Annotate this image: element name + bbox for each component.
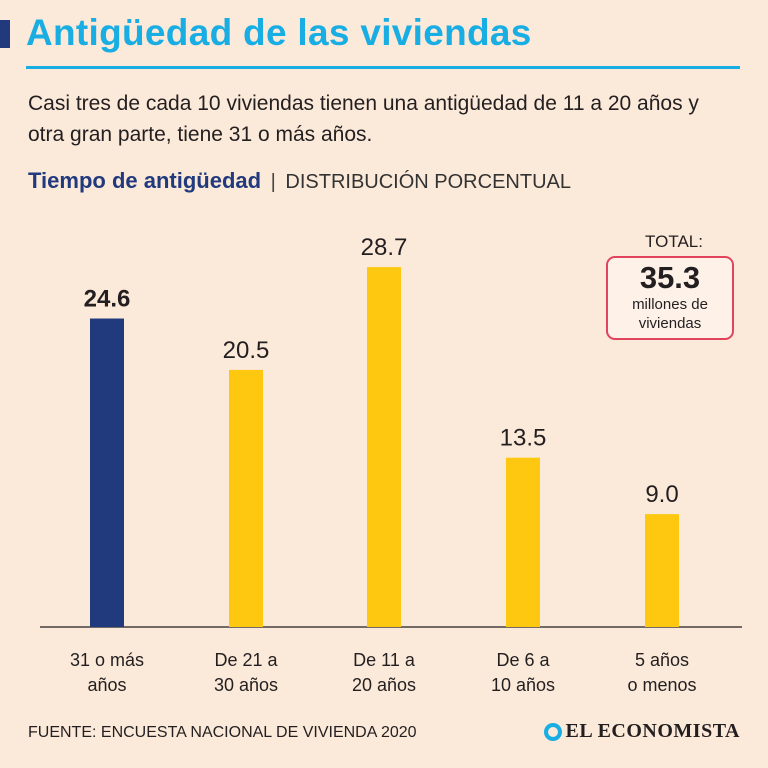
category-label-5-line-1: 5 años [635, 650, 689, 670]
brand-logo: EL ECONOMISTA [543, 720, 741, 743]
title-accent-mark [0, 20, 10, 48]
chart-subtitle: DISTRIBUCIÓN PORCENTUAL [285, 171, 571, 193]
bar-chart: 24.6 31 o más años 20.5 De 21 a 30 años 28.7 De… [40, 234, 742, 695]
bar-value-label-3: 28.7 [361, 234, 408, 261]
category-label-3-line-1: De 11 a [353, 650, 416, 670]
category-label-4-line-2: 10 años [491, 675, 555, 695]
brand-name: EL ECONOMISTA [565, 720, 740, 742]
chart-heading-separator: | [270, 171, 276, 193]
bar-group: 24.6 31 o más años 20.5 De 21 a 30 años 28.7 De… [70, 234, 697, 695]
page-subtitle: Casi tres de cada 10 viviendas tienen un… [28, 92, 699, 146]
bar-value-label-5: 9.0 [645, 481, 678, 508]
footer-source: FUENTE: ENCUESTA NACIONAL DE VIVIENDA 20… [28, 724, 417, 741]
bar-3 [367, 267, 401, 627]
total-label: TOTAL: [645, 232, 703, 251]
title-divider [26, 66, 740, 69]
total-box: 35.3 millones de viviendas [606, 256, 734, 340]
chart-heading: Tiempo de antigüedad | DISTRIBUCIÓN PORC… [28, 168, 571, 194]
bar-1 [90, 318, 124, 627]
category-label-5-line-2: o menos [627, 675, 696, 695]
total-unit-line1: millones de [632, 296, 708, 313]
category-label-3-line-2: 20 años [352, 675, 416, 695]
page-title: Antigüedad de las viviendas [26, 12, 532, 53]
chart-title: Tiempo de antigüedad [28, 168, 262, 193]
brand-icon [543, 722, 562, 741]
total-unit-line2: viviendas [638, 315, 702, 332]
bar-value-label-4: 13.5 [500, 425, 547, 452]
bar-5 [645, 514, 679, 627]
category-label-2-line-2: 30 años [214, 675, 278, 695]
bar-value-label-1: 24.6 [84, 286, 131, 313]
bar-4 [506, 457, 540, 627]
category-label-1-line-2: años [87, 675, 126, 695]
bar-2 [229, 369, 263, 627]
category-label-1-line-1: 31 o más [70, 650, 144, 670]
bar-value-label-2: 20.5 [223, 337, 270, 364]
total-value: 35.3 [639, 260, 701, 295]
category-label-4-line-1: De 6 a [496, 650, 550, 670]
category-label-2-line-1: De 21 a [214, 650, 278, 670]
